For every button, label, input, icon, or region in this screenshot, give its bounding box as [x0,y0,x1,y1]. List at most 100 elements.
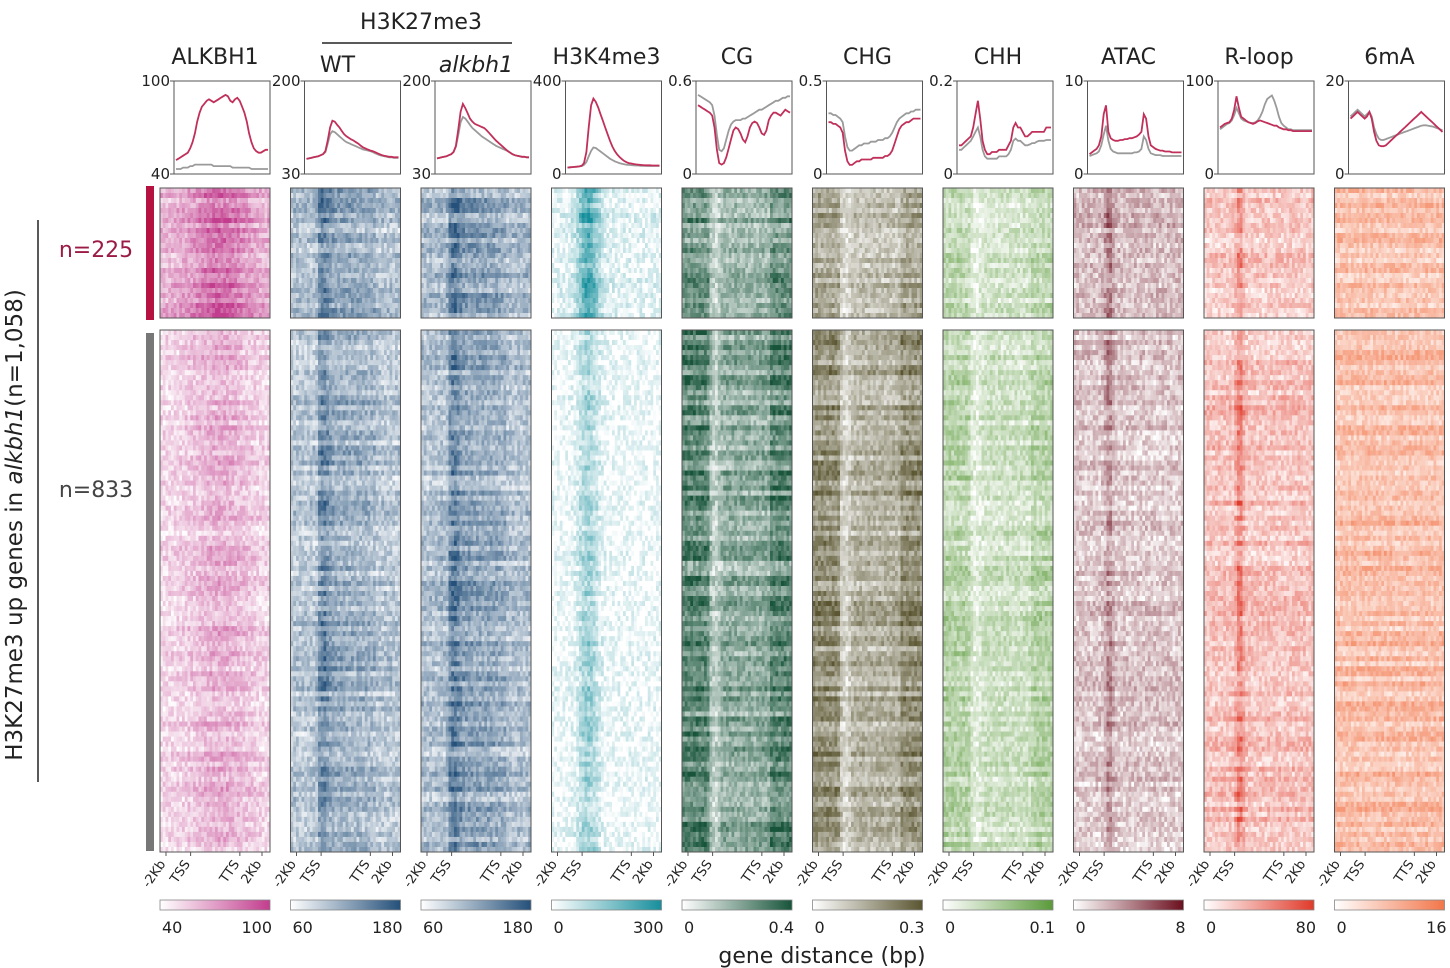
heat-cell [234,203,237,208]
heat-cell [201,233,204,238]
heat-cell [221,258,224,263]
heat-cell [254,223,257,228]
heat-cell [185,278,188,283]
heat-cell [193,248,196,253]
heat-cell [212,283,215,288]
heat-cell [215,198,218,203]
heat-cell [204,243,207,248]
heat-cell [245,263,248,268]
heat-cell [221,223,224,228]
heat-cell [185,188,188,193]
heat-cell [193,223,196,228]
heat-cell [223,208,226,213]
heat-cell [185,193,188,198]
heat-cell [259,258,262,263]
heat-cell [251,248,254,253]
heat-cell [265,198,268,203]
heat-cell [188,223,191,228]
heat-cell [199,208,202,213]
heat-cell [251,198,254,203]
heat-cell [256,208,259,213]
heat-cell [171,283,174,288]
heat-cell [177,258,180,263]
heat-cell [196,218,199,223]
heat-cell [221,243,224,248]
heat-cell [177,278,180,283]
heat-cell [240,203,243,208]
heat-cell [201,213,204,218]
heat-cell [182,213,185,218]
heatmap-figure: H3K27me3 H3K27me3 up genes in alkbh1(n=1… [0,0,1450,968]
heat-cell [207,253,210,258]
heat-cell [245,233,248,238]
heat-cell [179,208,182,213]
heat-cell [223,263,226,268]
heat-cell [166,193,169,198]
heat-cell [204,238,207,243]
heat-cell [168,223,171,228]
heat-cell [179,243,182,248]
heat-cell [245,228,248,233]
heat-cell [182,208,185,213]
heat-cell [229,238,232,243]
heat-cell [232,278,235,283]
heat-cell [179,198,182,203]
heat-cell [188,253,191,258]
heat-cell [171,198,174,203]
heat-cell [234,258,237,263]
heat-cell [171,253,174,258]
heat-cell [188,263,191,268]
heat-cell [254,193,257,198]
heat-cell [212,258,215,263]
heat-cell [221,228,224,233]
heat-cell [240,243,243,248]
heat-cell [204,218,207,223]
heat-cell [193,233,196,238]
heat-cell [265,193,268,198]
heat-cell [245,283,248,288]
heat-cell [204,253,207,258]
heat-cell [248,193,251,198]
heat-cell [243,253,246,258]
heat-cell [229,258,232,263]
heat-cell [256,238,259,243]
heat-cell [201,218,204,223]
heat-cell [185,218,188,223]
heat-cell [223,253,226,258]
heat-cell [229,203,232,208]
heat-cell [177,198,180,203]
heat-cell [188,213,191,218]
heat-cell [171,228,174,233]
heat-cell [190,258,193,263]
heat-cell [174,228,177,233]
heat-cell [226,273,229,278]
heat-cell [182,233,185,238]
heat-cell [240,198,243,203]
y-axis-label: H3K27me3 up genes in alkbh1(n=1,058) [2,289,28,761]
heat-cell [179,268,182,273]
heat-cell [210,228,213,233]
heat-cell [204,208,207,213]
heat-cell [207,263,210,268]
heat-cell [229,248,232,253]
heat-cell [166,233,169,238]
heat-cell [163,193,166,198]
heat-cell [212,218,215,223]
heat-cell [190,263,193,268]
heat-cell [226,188,229,193]
heat-cell [215,188,218,193]
heat-cell [210,213,213,218]
heat-cell [207,203,210,208]
heat-cell [177,253,180,258]
group-label-b: n=833 [59,478,133,503]
heat-cell [199,273,202,278]
heat-cell [168,218,171,223]
y-axis-label-suffix: (n=1,058) [2,289,28,407]
heat-cell [196,188,199,193]
heat-cell [204,268,207,273]
heat-cell [168,278,171,283]
heat-cell [171,243,174,248]
heat-cell [240,253,243,258]
heat-cell [166,203,169,208]
heat-cell [262,268,265,273]
